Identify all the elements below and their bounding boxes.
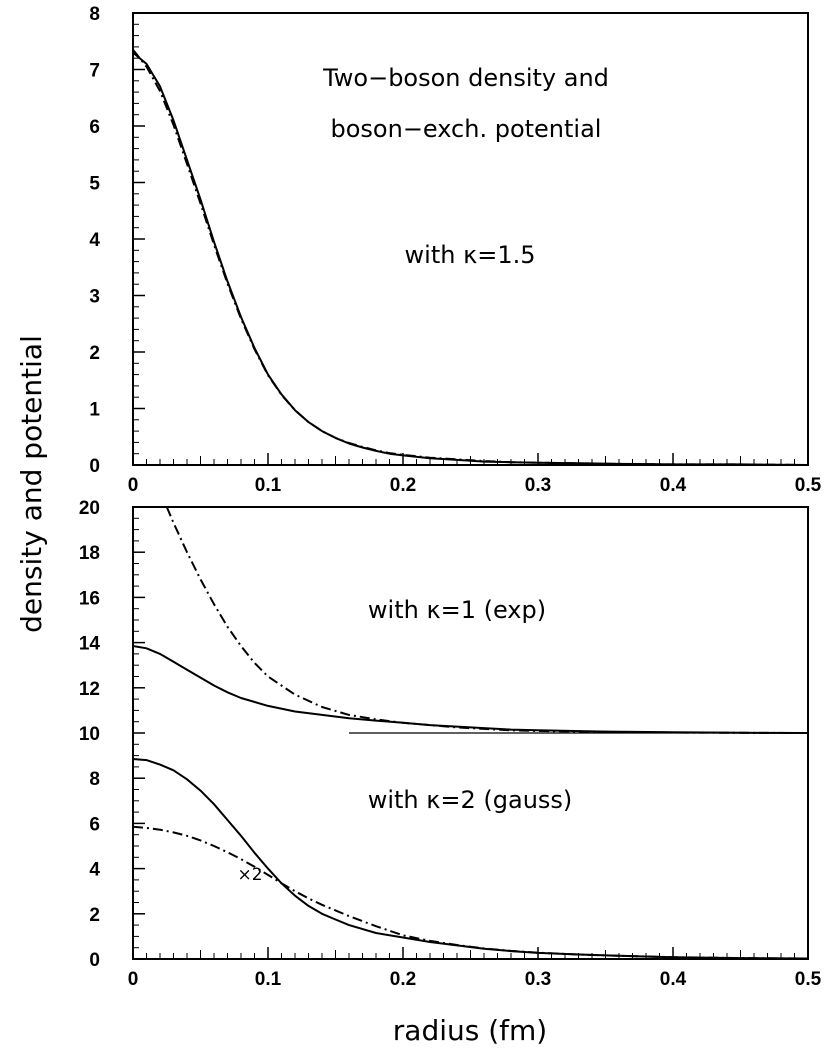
series-group-top: [132, 49, 809, 466]
y-tick-label: 0: [89, 950, 100, 971]
y-tick-label: 2: [89, 343, 100, 364]
series-line-bottom-4: [132, 825, 809, 960]
x-tick-label: 0.5: [795, 475, 822, 496]
x-tick-label: 0.1: [255, 969, 282, 990]
y-tick-label: 3: [89, 287, 100, 308]
series-group-bottom: [132, 506, 809, 960]
x-tick-label: 0.3: [525, 969, 551, 990]
annotation-title-line2: boson−exch. potential: [331, 115, 602, 143]
y-tick-label: 10: [79, 724, 100, 745]
annotation-title-line1: Two−boson density and: [322, 64, 609, 92]
annotation-kappa-2-gauss: with κ=2 (gauss): [368, 786, 573, 814]
y-tick-label: 4: [89, 230, 100, 251]
y-tick-label: 12: [79, 679, 100, 700]
y-tick-label: 7: [89, 61, 100, 82]
x-tick-label: 0.4: [660, 969, 687, 990]
y-tick-label: 16: [79, 588, 100, 609]
y-tick-label: 14: [79, 634, 101, 655]
y-tick-label: 1: [89, 400, 100, 421]
x-tick-label: 0.2: [390, 475, 416, 496]
x-tick-label: 0.4: [660, 475, 687, 496]
x-axis-title: radius (fm): [393, 1014, 547, 1047]
x-tick-label: 0.2: [390, 969, 416, 990]
y-tick-label: 2: [89, 905, 100, 926]
x-tick-label: 0: [128, 475, 139, 496]
y-tick-label: 4: [89, 860, 100, 881]
x-tick-label: 0.5: [795, 969, 822, 990]
y-tick-label: 8: [89, 769, 100, 790]
annotation-kappa-1-5: with κ=1.5: [405, 241, 536, 269]
panel-top: 0 0.1 0.2 0.3 0.4 0.5 0 1 2 3 4 5 6 7 8 Two−boson dens…: [89, 4, 821, 496]
y-tick-label: 18: [79, 543, 100, 564]
series-line-bottom-0: [132, 645, 809, 734]
y-axis-title: density and potential: [15, 335, 48, 633]
series-line-top-1: [132, 49, 809, 466]
x-tick-label: 0: [128, 969, 139, 990]
tick-labels-top: 0 0.1 0.2 0.3 0.4 0.5 0 1 2 3 4 5 6 7 8: [89, 4, 821, 496]
y-tick-label: 8: [89, 4, 100, 25]
panel-bottom: 0 0.1 0.2 0.3 0.4 0.5 0 2 4 6 8 10 12 14 16 18 20 with κ…: [79, 498, 822, 990]
y-tick-label: 5: [89, 174, 100, 195]
annotation-kappa-1-exp: with κ=1 (exp): [368, 596, 546, 624]
x-tick-label: 0.1: [255, 475, 282, 496]
y-tick-label: 6: [89, 117, 100, 138]
series-line-bottom-1: [165, 506, 809, 734]
x-tick-label: 0.3: [525, 475, 551, 496]
ticks-top: [132, 12, 809, 466]
tick-labels-bottom: 0 0.1 0.2 0.3 0.4 0.5 0 2 4 6 8 10 12 14 16 18 20: [79, 498, 822, 990]
y-tick-label: 20: [79, 498, 100, 519]
y-tick-label: 6: [89, 814, 100, 835]
annotation-times-two: ×2: [237, 865, 262, 885]
y-tick-label: 0: [89, 456, 100, 477]
